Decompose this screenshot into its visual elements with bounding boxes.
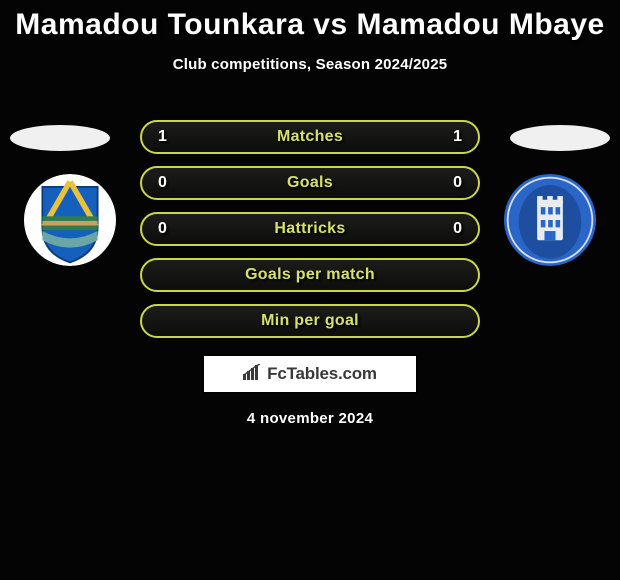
source-watermark: FcTables.com: [202, 354, 418, 394]
right-player-flag: [510, 125, 610, 151]
date-stamp: 4 november 2024: [0, 410, 620, 427]
stat-row-min-per-goal: Min per goal: [140, 304, 480, 338]
stat-left-value: 0: [158, 220, 167, 238]
stat-left-value: 1: [158, 128, 167, 146]
subtitle: Club competitions, Season 2024/2025: [0, 56, 620, 73]
stat-row-goals: 0 Goals 0: [140, 166, 480, 200]
stat-right-value: 1: [453, 128, 462, 146]
stat-label: Hattricks: [274, 220, 345, 238]
stats-list: 1 Matches 1 0 Goals 0 0 Hattricks 0 Goal…: [140, 120, 480, 350]
source-label: FcTables.com: [267, 364, 377, 384]
right-club-badge: [502, 174, 598, 266]
stat-row-matches: 1 Matches 1: [140, 120, 480, 154]
stat-label: Goals: [287, 174, 333, 192]
left-player-flag: [10, 125, 110, 151]
left-club-badge: [22, 174, 118, 266]
stat-label: Min per goal: [261, 312, 359, 330]
page-title: Mamadou Tounkara vs Mamadou Mbaye: [0, 0, 620, 42]
stat-label: Goals per match: [245, 266, 375, 284]
stat-right-value: 0: [453, 220, 462, 238]
stat-right-value: 0: [453, 174, 462, 192]
bar-chart-icon: [243, 364, 261, 385]
stat-row-goals-per-match: Goals per match: [140, 258, 480, 292]
stat-row-hattricks: 0 Hattricks 0: [140, 212, 480, 246]
stat-left-value: 0: [158, 174, 167, 192]
stat-label: Matches: [277, 128, 343, 146]
